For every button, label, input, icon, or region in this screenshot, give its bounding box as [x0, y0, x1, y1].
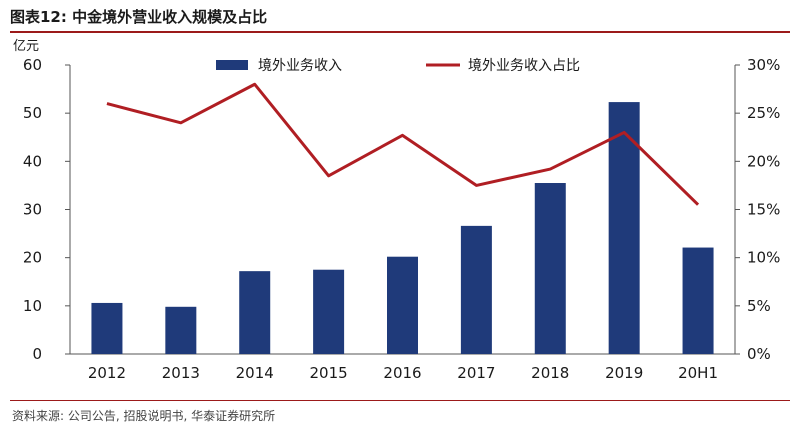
- bar-2014: [239, 271, 271, 354]
- y-left-unit-label: 亿元: [13, 39, 39, 54]
- x-tick-label: 2012: [88, 364, 126, 382]
- figure-title-bar: 图表12: 中金境外营业收入规模及占比: [10, 6, 790, 30]
- y-left-tick-label: 10: [23, 297, 42, 315]
- y-right-tick-label: 15%: [747, 201, 780, 219]
- bar-20H1: [682, 247, 714, 354]
- bar-2013: [165, 306, 197, 354]
- bar-2018: [534, 183, 566, 354]
- bottom-rule: [10, 400, 790, 401]
- y-left-tick-label: 60: [23, 56, 42, 74]
- y-right-tick-label: 20%: [747, 152, 780, 170]
- x-tick-label: 2017: [457, 364, 495, 382]
- x-tick-label: 2013: [162, 364, 200, 382]
- plot-layer: 0 10 20 30 40 50 60 0% 5% 10% 15% 20% 25% 30% 亿元 2012 20…: [13, 39, 780, 382]
- x-tick-label: 2019: [605, 364, 643, 382]
- y-right-tick-label: 10%: [747, 249, 780, 267]
- y-right-tick-label: 25%: [747, 104, 780, 122]
- chart-area: 0 10 20 30 40 50 60 0% 5% 10% 15% 20% 25% 30% 亿元 2012 20…: [13, 39, 780, 382]
- x-tick-label: 2018: [531, 364, 569, 382]
- legend-swatch-bar: [216, 60, 248, 70]
- y-left-tick-label: 40: [23, 152, 42, 170]
- bar-2016: [387, 256, 418, 354]
- top-rule: [10, 31, 790, 33]
- y-right-tick-label: 5%: [747, 297, 771, 315]
- y-left-tick-label: 50: [23, 104, 42, 122]
- y-left-tick-label: 30: [23, 201, 42, 219]
- y-left-tick-label: 0: [32, 345, 42, 363]
- bar-2012: [91, 302, 123, 354]
- x-tick-label: 2014: [236, 364, 274, 382]
- y-left-tick-label: 20: [23, 249, 42, 267]
- bar-2017: [460, 225, 492, 354]
- bar-2015: [313, 269, 345, 354]
- y-right-tick-label: 0%: [747, 345, 771, 363]
- y-right-tick-label: 30%: [747, 56, 780, 74]
- legend-label-line: 境外业务收入占比: [468, 58, 580, 74]
- x-tick-label: 2015: [310, 364, 348, 382]
- bar-2019: [608, 102, 640, 354]
- legend-label-bar: 境外业务收入: [258, 58, 342, 74]
- x-tick-label: 2016: [383, 364, 421, 382]
- source-note: 资料来源: 公司公告, 招股说明书, 华泰证券研究所: [12, 409, 276, 423]
- line-series-share: [106, 82, 700, 206]
- figure-title: 图表12: 中金境外营业收入规模及占比: [10, 8, 268, 26]
- x-tick-label: 20H1: [678, 364, 718, 382]
